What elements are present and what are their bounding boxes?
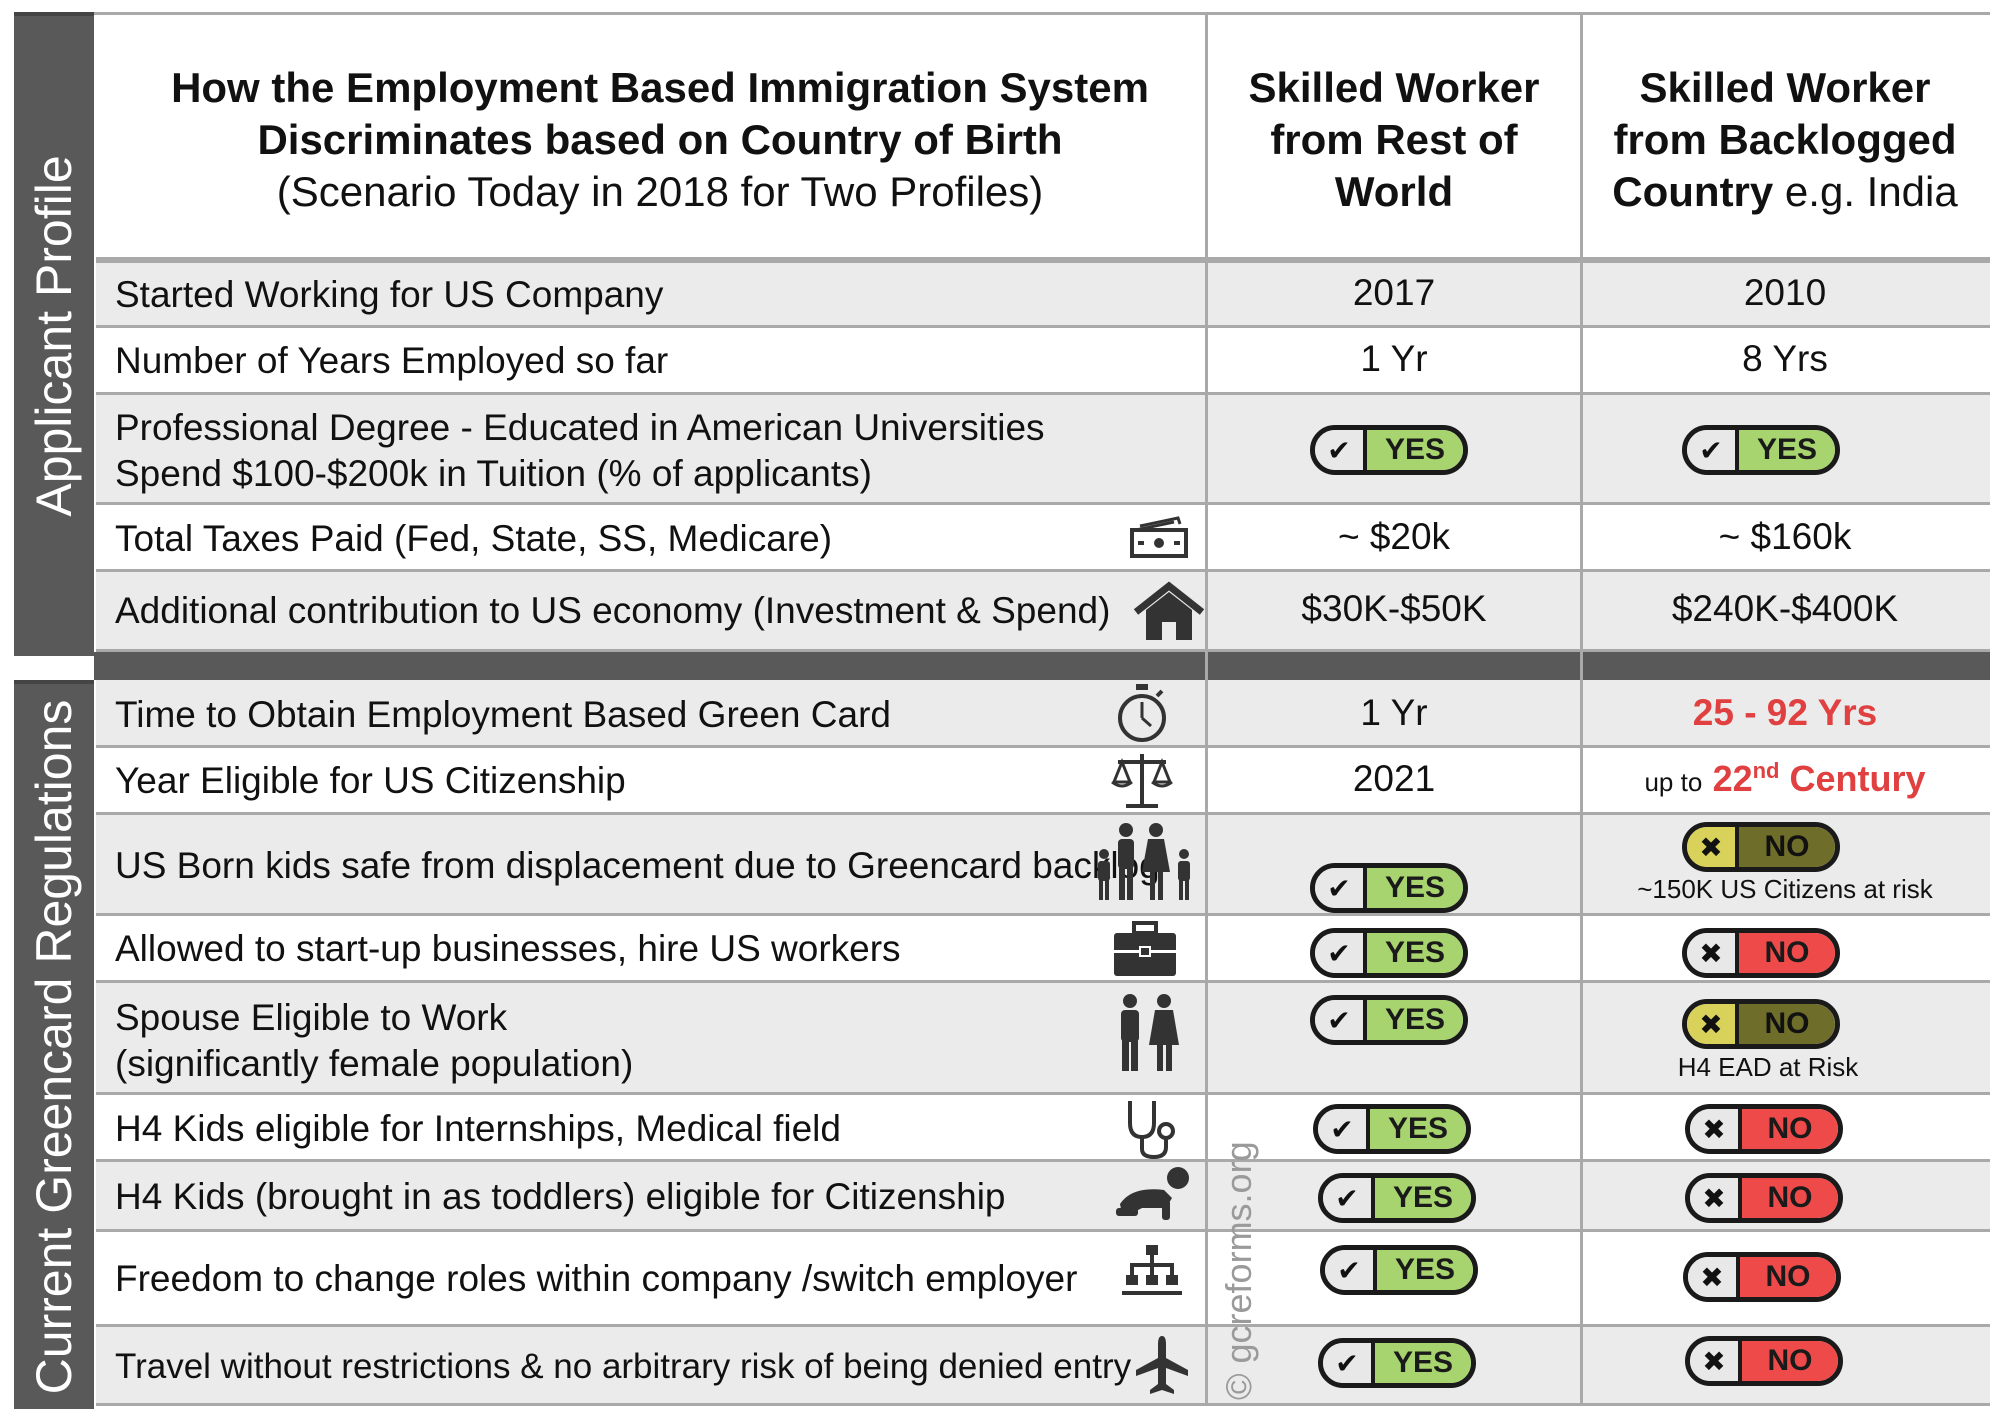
stopwatch-icon: [1118, 684, 1166, 742]
yes-badge: ✔ YES: [1320, 1245, 1478, 1295]
col-rest-of-world-header: Skilled Worker from Rest of World: [1248, 64, 1540, 215]
scales-icon: [1111, 754, 1173, 808]
table-top-border: [94, 12, 1990, 15]
row-label: Number of Years Employed so far: [115, 340, 669, 381]
house-icon: [1133, 581, 1205, 640]
watermark: © gcreforms.org: [1218, 1141, 1259, 1400]
backlog-value: 25 - 92 Yrs: [1692, 692, 1878, 733]
org-chart-icon: [1122, 1245, 1182, 1295]
airplane-icon: [1136, 1336, 1188, 1394]
yes-badge: ✔ YES: [1310, 995, 1468, 1045]
table-row: [96, 395, 1990, 505]
row-label: US Born kids safe from displacement due …: [115, 845, 1160, 886]
row-label: Total Taxes Paid (Fed, State, SS, Medica…: [115, 518, 833, 559]
applicant-profile-label: Applicant Profile: [26, 155, 82, 517]
row-label: Year Eligible for US Citizenship: [115, 760, 626, 801]
regulations-sidebar: Current Greencard Regulations: [14, 680, 94, 1409]
table-row: [96, 260, 1990, 328]
table-row: [96, 748, 1990, 815]
no-badge: ✖ NO: [1682, 928, 1840, 978]
page-title: How the Employment Based Immigration Sys…: [171, 64, 1149, 215]
rest-value: 1 Yr: [1360, 338, 1428, 379]
table-row: [96, 983, 1990, 1095]
row-label: Professional Degree - Educated in Americ…: [115, 407, 1045, 494]
regulations-label: Current Greencard Regulations: [26, 699, 82, 1394]
backlog-value: $240K-$400K: [1671, 588, 1899, 629]
table-row: [96, 680, 1990, 748]
yes-badge: ✔ YES: [1318, 1173, 1476, 1223]
backlog-value: 8 Yrs: [1742, 338, 1828, 379]
yes-badge: ✔ YES: [1310, 863, 1468, 913]
row-label: Allowed to start-up businesses, hire US …: [115, 928, 901, 969]
rest-value: 1 Yr: [1360, 692, 1428, 733]
yes-badge: ✔ YES: [1682, 425, 1840, 475]
row-label: H4 Kids eligible for Internships, Medica…: [115, 1108, 841, 1149]
backlog-value: 2010: [1743, 272, 1827, 313]
table-row: [96, 505, 1990, 572]
row-label: Started Working for US Company: [115, 274, 664, 315]
money-icon: [1130, 516, 1188, 558]
yes-badge: ✔ YES: [1310, 928, 1468, 978]
column-divider: [1580, 12, 1583, 1406]
briefcase-icon: [1114, 921, 1176, 976]
applicant-profile-sidebar: Applicant Profile: [14, 12, 94, 656]
rest-value: ~ $20k: [1337, 516, 1451, 557]
yes-badge: ✔ YES: [1313, 1104, 1471, 1154]
row-label: Freedom to change roles within company /…: [115, 1258, 1078, 1299]
row-label: Additional contribution to US economy (I…: [115, 590, 1111, 631]
no-badge: ✖ NO: [1683, 1252, 1841, 1302]
family-icon: [1098, 823, 1190, 900]
backlog-note: ~150K US Citizens at risk: [1637, 874, 1933, 904]
col-backlogged-header: Skilled Worker from Backlogged Country e…: [1612, 64, 1958, 215]
row-label: Travel without restrictions & no arbitra…: [115, 1347, 1132, 1386]
no-badge: ✖ NO: [1685, 1104, 1843, 1154]
yes-badge: ✔ YES: [1318, 1338, 1476, 1388]
rest-value: $30K-$50K: [1301, 588, 1487, 629]
no-badge: ✖ NO: [1685, 1336, 1843, 1386]
backlog-note: H4 EAD at Risk: [1677, 1052, 1859, 1082]
no-warning-badge: ✖ NO: [1682, 822, 1840, 872]
rest-value: 2021: [1352, 758, 1436, 799]
row-label: Spouse Eligible to Work (significantly f…: [115, 997, 634, 1084]
no-badge: ✖ NO: [1685, 1173, 1843, 1223]
section-separator: [94, 652, 1990, 680]
yes-badge: ✔ YES: [1310, 425, 1468, 475]
row-label: H4 Kids (brought in as toddlers) eligibl…: [115, 1176, 1006, 1217]
backlog-value: ~ $160k: [1718, 516, 1852, 557]
table-row: [96, 916, 1990, 983]
table-row: [96, 1095, 1990, 1162]
table-row: [96, 815, 1990, 916]
table-row: [96, 328, 1990, 395]
table-row: [96, 1327, 1990, 1406]
couple-icon: [1121, 994, 1179, 1071]
backlog-value: up to 22nd Century: [1644, 758, 1926, 799]
table-row: [96, 1162, 1990, 1232]
column-divider: [1205, 12, 1208, 1406]
crawling-baby-icon: [1116, 1167, 1189, 1220]
table-row: [96, 572, 1990, 652]
no-warning-badge: ✖ NO: [1682, 999, 1840, 1049]
header-row: [96, 15, 1990, 260]
stethoscope-icon: [1128, 1101, 1175, 1160]
row-label: Time to Obtain Employment Based Green Ca…: [115, 694, 891, 735]
table-row: [96, 1232, 1990, 1327]
rest-value: 2017: [1352, 272, 1436, 313]
